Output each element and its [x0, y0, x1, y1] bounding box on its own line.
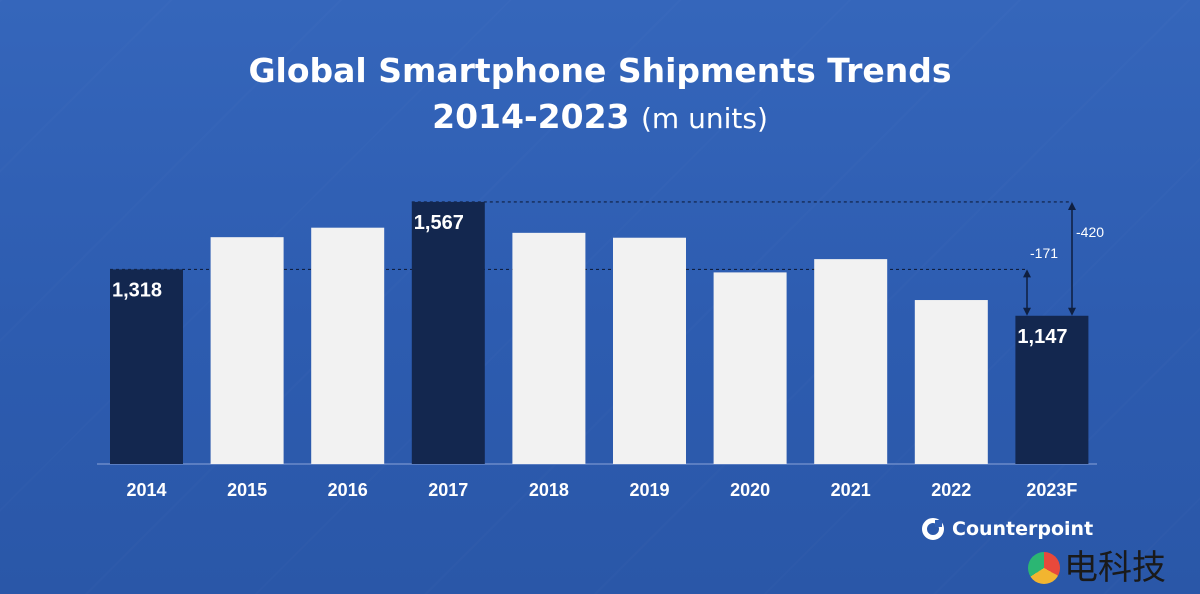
bar-2023F	[1015, 315, 1089, 464]
title-units: (m units)	[641, 102, 768, 135]
counterpoint-logo-icon	[922, 518, 944, 540]
tick-label-2022: 2022	[931, 480, 971, 500]
diff-arrowhead-bottom-0	[1023, 307, 1031, 316]
bar-2014	[110, 269, 183, 464]
tick-label-2018: 2018	[529, 480, 569, 500]
tick-label-2014: 2014	[126, 480, 166, 500]
bar-2019	[613, 237, 686, 464]
logo-text: Counterpoint	[952, 518, 1094, 540]
diff-label-0: -171	[1030, 245, 1058, 261]
diff-arrowhead-bottom-1	[1068, 307, 1076, 316]
tick-label-2016: 2016	[328, 480, 368, 500]
title-line-1: Global Smartphone Shipments Trends	[248, 51, 952, 90]
counterpoint-logo: Counterpoint	[922, 518, 1093, 540]
bar-2021	[814, 259, 888, 464]
watermark: 电科技	[1028, 548, 1166, 588]
tick-label-2020: 2020	[730, 480, 770, 500]
tick-label-2017: 2017	[428, 480, 468, 500]
title-line-2: 2014-2023 (m units)	[0, 94, 1200, 142]
tick-label-2023F: 2023F	[1026, 480, 1077, 500]
chart-title: Global Smartphone Shipments Trends 2014-…	[0, 48, 1200, 142]
diff-arrowhead-top-0	[1023, 269, 1031, 278]
tick-label-2021: 2021	[831, 480, 871, 500]
data-label-2023F: 1,147	[1017, 326, 1067, 348]
bar-2015	[210, 237, 284, 464]
diff-arrowhead-top-1	[1068, 201, 1076, 210]
bar-2020	[713, 272, 787, 464]
watermark-text: 电科技	[1064, 548, 1166, 588]
bar-2018	[512, 232, 586, 464]
bar-2016	[311, 227, 385, 464]
tick-label-2015: 2015	[227, 480, 267, 500]
bar-2017	[411, 201, 485, 464]
tick-label-2019: 2019	[629, 480, 669, 500]
watermark-icon	[1028, 552, 1060, 584]
data-label-2017: 1,567	[414, 212, 464, 234]
diff-label-1: -420	[1076, 224, 1104, 240]
bar-2022	[914, 300, 988, 464]
title-years: 2014-2023	[432, 97, 630, 136]
data-label-2014: 1,318	[112, 279, 162, 301]
